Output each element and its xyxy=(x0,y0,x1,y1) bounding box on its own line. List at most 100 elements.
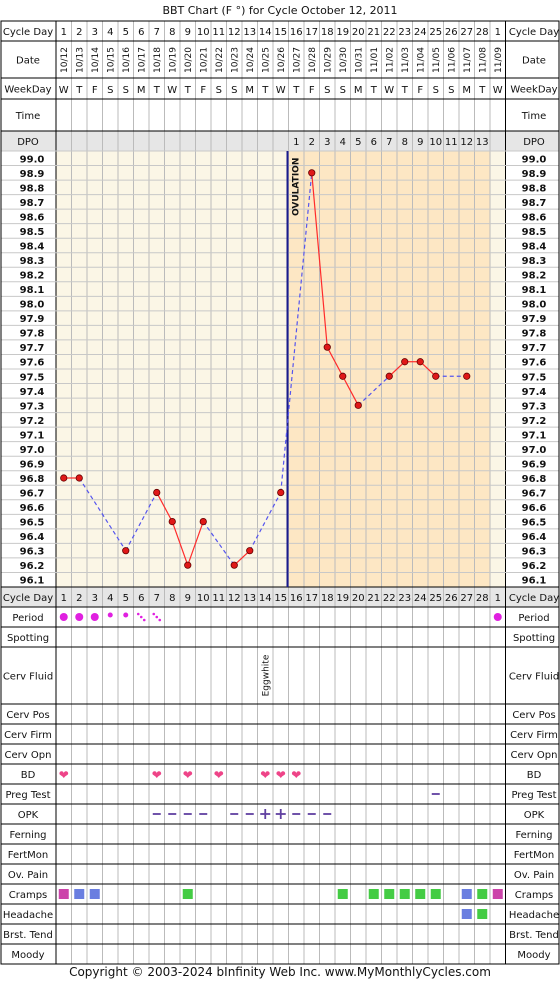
cycle-day-label-bottom: 11 xyxy=(212,593,225,604)
cycle-day-label-bottom: 17 xyxy=(305,593,318,604)
period-light-mark xyxy=(123,612,129,618)
period-light-mark xyxy=(107,612,113,618)
date-label: 10/18 xyxy=(153,47,163,73)
cycle-day-label: 23 xyxy=(398,27,411,38)
symptom-label: Preg Test xyxy=(5,790,50,801)
cycle-day-label: 24 xyxy=(414,27,427,38)
bd-heart-icon: ❤ xyxy=(291,768,301,782)
y-tick-label: 97.5 xyxy=(20,372,45,383)
y-tick-label: 98.6 xyxy=(20,212,45,223)
symptom-label: Cerv Fluid xyxy=(3,672,53,683)
cycle-day-label-bottom: 6 xyxy=(138,593,144,604)
cycle-day-label: 14 xyxy=(259,27,272,38)
row-label-right-weekday: WeekDay xyxy=(510,85,557,96)
y-tick-label: 96.1 xyxy=(20,576,45,587)
cycle-day-label: 18 xyxy=(321,27,334,38)
y-tick-label-right: 96.7 xyxy=(522,489,547,500)
temperature-point xyxy=(385,372,393,380)
period-spotting-mark xyxy=(136,612,140,616)
y-tick-label: 99.0 xyxy=(20,154,45,165)
y-tick-label-right: 98.1 xyxy=(522,285,547,296)
bd-heart-icon: ❤ xyxy=(152,768,162,782)
footer-copyright: Copyright © 2003-2024 bInfinity Web Inc.… xyxy=(69,965,491,979)
y-tick-label-right: 97.2 xyxy=(522,416,547,427)
y-tick-label-right: 98.2 xyxy=(522,271,547,282)
weekday-label: S xyxy=(340,85,346,96)
dpo-label: 2 xyxy=(309,137,315,148)
y-tick-label-right: 97.0 xyxy=(522,445,547,456)
cycle-day-label: 5 xyxy=(123,27,129,38)
symptom-label-right: Period xyxy=(518,613,549,624)
period-heavy-mark xyxy=(90,613,99,621)
y-tick-label: 97.7 xyxy=(20,343,45,354)
weekday-label: F xyxy=(92,85,98,96)
temperature-point xyxy=(354,401,362,409)
series-segment xyxy=(249,492,282,551)
date-label: 11/06 xyxy=(447,47,457,73)
bd-heart-icon: ❤ xyxy=(183,768,193,782)
date-label: 11/04 xyxy=(416,47,426,73)
cycle-day-label-bottom: 7 xyxy=(154,593,160,604)
y-tick-label-right: 98.0 xyxy=(522,300,547,311)
symptom-box-mark xyxy=(415,889,426,899)
cycle-day-label: 26 xyxy=(445,27,458,38)
y-tick-label: 98.4 xyxy=(20,241,45,252)
y-tick-label: 97.3 xyxy=(20,401,45,412)
cycle-day-label-bottom: 19 xyxy=(336,593,349,604)
cycle-day-label-bottom: 2 xyxy=(76,593,82,604)
row-label-time: Time xyxy=(15,111,40,122)
y-tick-label: 97.8 xyxy=(20,329,45,340)
y-tick-label-right: 98.6 xyxy=(522,212,547,223)
date-label: 11/07 xyxy=(463,47,473,73)
weekday-label: S xyxy=(433,85,439,96)
date-label: 10/21 xyxy=(199,47,209,73)
cycle-day-label: 1 xyxy=(495,27,501,38)
cycle-day-label-bottom: 15 xyxy=(274,593,287,604)
row-label-date: Date xyxy=(16,56,40,67)
period-spotting-mark xyxy=(155,615,159,619)
y-tick-label: 96.6 xyxy=(20,503,45,514)
y-tick-label: 96.2 xyxy=(20,561,45,572)
date-label: 10/25 xyxy=(261,47,271,73)
y-tick-label: 98.0 xyxy=(20,300,45,311)
symptom-label-right: Preg Test xyxy=(511,790,556,801)
dpo-label: 12 xyxy=(460,137,473,148)
dpo-label: 9 xyxy=(417,137,423,148)
period-spotting-mark xyxy=(139,615,143,619)
cycle-day-label-bottom: 20 xyxy=(352,593,365,604)
symptom-box-mark xyxy=(384,889,395,899)
weekday-label: S xyxy=(231,85,237,96)
weekday-label: T xyxy=(261,85,269,96)
cycle-day-label: 25 xyxy=(429,27,442,38)
symptom-label: Ov. Pain xyxy=(8,870,48,881)
date-label: 11/02 xyxy=(385,47,395,73)
series-segment xyxy=(125,492,158,551)
symptom-box-mark xyxy=(399,889,410,899)
y-tick-label-right: 98.7 xyxy=(522,198,547,209)
temperature-point xyxy=(246,547,254,555)
date-label: 10/17 xyxy=(137,47,147,73)
cycle-day-label-bottom: 10 xyxy=(197,593,210,604)
cycle-day-label: 6 xyxy=(138,27,144,38)
y-tick-label-right: 98.9 xyxy=(522,169,547,180)
cycle-day-label-bottom: 16 xyxy=(290,593,303,604)
temperature-point xyxy=(463,372,471,380)
cycle-day-label-bottom: 14 xyxy=(259,593,272,604)
symptom-label: Cerv Opn xyxy=(5,750,52,761)
y-tick-label: 98.9 xyxy=(20,169,45,180)
series-segment xyxy=(326,346,344,377)
y-tick-label: 98.2 xyxy=(20,271,45,282)
weekday-label: W xyxy=(493,85,503,96)
symptom-label: Moody xyxy=(11,950,44,961)
date-label: 10/20 xyxy=(184,47,194,73)
bd-heart-icon: ❤ xyxy=(214,768,224,782)
temperature-point xyxy=(308,169,316,177)
weekday-label: T xyxy=(370,85,378,96)
date-label: 10/23 xyxy=(230,47,240,73)
date-label: 11/03 xyxy=(401,47,411,73)
row-label-right-time: Time xyxy=(521,111,546,122)
bd-heart-icon: ❤ xyxy=(276,768,286,782)
y-tick-label-right: 98.4 xyxy=(522,241,547,252)
dpo-label: 1 xyxy=(293,137,299,148)
